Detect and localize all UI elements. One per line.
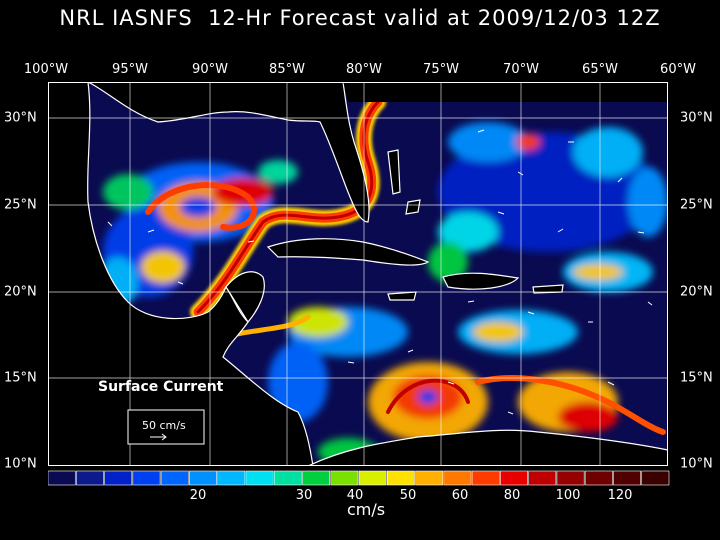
- colorbar-unit: cm/s: [346, 500, 386, 519]
- lon-label: 60°W: [660, 62, 696, 77]
- lon-label: 75°W: [423, 62, 459, 77]
- current-speed-field: [98, 122, 668, 466]
- colorbar-tick-label: 100: [555, 488, 581, 503]
- colorbar-tick-label: 30: [295, 488, 313, 503]
- lon-label: 95°W: [112, 62, 148, 77]
- lon-label: 100°W: [23, 62, 69, 77]
- colorbar-tick-label: 20: [189, 488, 207, 503]
- colorbar-tick-label: 120: [607, 488, 633, 503]
- colorbar-swatch: [613, 470, 642, 486]
- lat-label: 20°N: [4, 284, 37, 300]
- map-title: NRL IASNFS 12-Hr Forecast valid at 2009/…: [59, 6, 661, 30]
- colorbar-swatch: [330, 470, 359, 486]
- colorbar-swatch: [443, 470, 472, 486]
- colorbar-tick-label: 80: [503, 488, 521, 503]
- lon-label: 85°W: [269, 62, 305, 77]
- lon-label: 80°W: [346, 62, 382, 77]
- colorbar-swatch: [386, 470, 415, 486]
- colorbar-swatch: [160, 470, 189, 486]
- colorbar-swatch: [358, 470, 387, 486]
- lat-label: 20°N: [680, 284, 713, 300]
- colorbar-swatch: [75, 470, 104, 486]
- colorbar-swatch: [48, 470, 76, 486]
- colorbar-swatch: [500, 470, 528, 486]
- colorbar-swatch: [104, 470, 133, 486]
- current-map: Surface Current 50 cm/s: [48, 82, 668, 466]
- colorbar-swatch: [217, 470, 246, 486]
- lat-label: 10°N: [680, 456, 713, 472]
- colorbar-swatch: [556, 470, 585, 486]
- colorbar-swatch: [528, 470, 557, 486]
- colorbar: [48, 470, 670, 486]
- field-label: Surface Current: [98, 379, 224, 395]
- lat-lon-grid: [48, 82, 668, 466]
- colorbar-swatch: [132, 470, 161, 486]
- lat-label: 30°N: [4, 110, 37, 126]
- colorbar-swatch: [471, 470, 500, 486]
- colorbar-swatch: [584, 470, 613, 486]
- lat-label: 15°N: [4, 370, 37, 386]
- lat-label: 25°N: [680, 197, 713, 213]
- lat-label: 25°N: [4, 197, 37, 213]
- colorbar-tick-label: 40: [346, 488, 364, 503]
- land: [48, 82, 668, 466]
- colorbar-swatch: [415, 470, 444, 486]
- velocity-vectors: [107, 129, 653, 415]
- colorbar-swatch: [302, 470, 331, 486]
- colorbar-tick-label: 50: [399, 488, 417, 503]
- reference-vector-box: 50 cm/s: [127, 409, 205, 445]
- colorbar-tick-label: 60: [451, 488, 469, 503]
- colorbar-swatch: [189, 470, 217, 486]
- lon-label: 90°W: [192, 62, 228, 77]
- colorbar-swatch: [641, 470, 670, 486]
- lat-label: 30°N: [680, 110, 713, 126]
- colorbar-swatch: [245, 470, 274, 486]
- lat-label: 15°N: [680, 370, 713, 386]
- reference-vector-label: 50 cm/s: [142, 419, 186, 432]
- lon-label: 70°W: [503, 62, 539, 77]
- lat-label: 10°N: [4, 456, 37, 472]
- colorbar-swatch: [273, 470, 302, 486]
- lon-label: 65°W: [582, 62, 618, 77]
